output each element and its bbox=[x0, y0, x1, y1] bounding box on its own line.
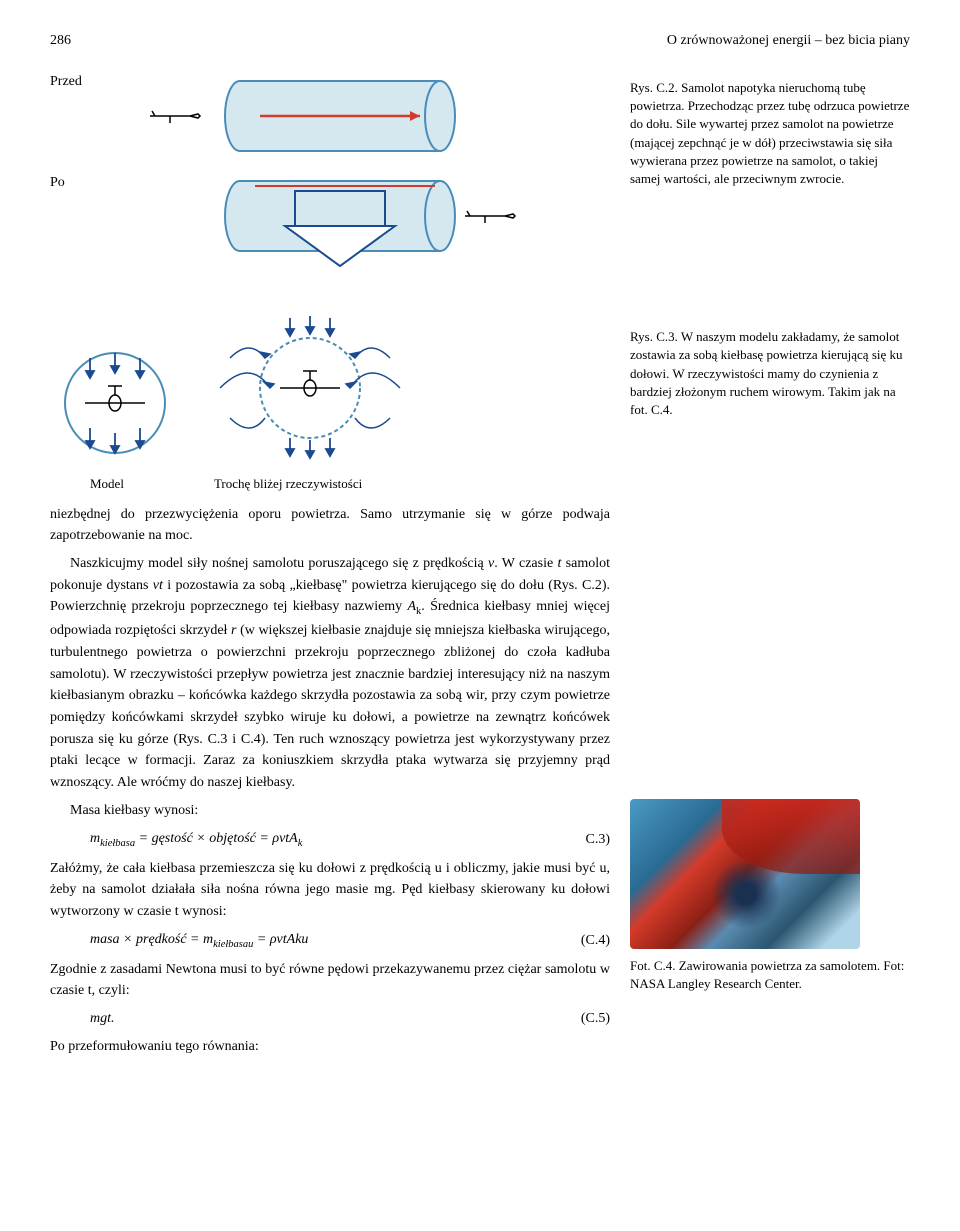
equation-c3: mkiełbasa = gęstość × objętość = ρvtAk C… bbox=[50, 828, 610, 852]
para-3: Masa kiełbasy wynosi: bbox=[50, 800, 610, 822]
figure-c3 bbox=[50, 308, 610, 468]
fig-c3-model-svg bbox=[50, 338, 180, 468]
equation-c4: masa × prędkość = mkiełbasau = ρvtAku (C… bbox=[50, 929, 610, 953]
fig-c2-label-after: Po bbox=[50, 172, 110, 193]
para-1: niezbędnej do przezwyciężenia oporu powi… bbox=[50, 504, 610, 547]
fig-c3-label-reality: Trochę bliżej rzeczywistości bbox=[214, 474, 362, 494]
fig-c4-caption: Fot. C.4. Zawirowania powietrza za samol… bbox=[630, 957, 910, 993]
fig-c3-label-model: Model bbox=[90, 474, 124, 494]
body-text: niezbędnej do przezwyciężenia oporu powi… bbox=[50, 504, 610, 1058]
figure-c2: Przed Po bbox=[50, 71, 610, 288]
para-2: Naszkicujmy model siły nośnej samolotu p… bbox=[50, 553, 610, 794]
fig-c2-svg bbox=[120, 71, 540, 281]
para-5: Zgodnie z zasadami Newtona musi to być r… bbox=[50, 959, 610, 1002]
page-number: 286 bbox=[50, 30, 71, 51]
fig-c3-caption: Rys. C.3. W naszym modelu zakładamy, że … bbox=[630, 328, 910, 419]
equation-c5: mgt. (C.5) bbox=[50, 1008, 610, 1030]
para-4: Załóżmy, że cała kiełbasa przemieszcza s… bbox=[50, 858, 610, 923]
fig-c3-reality-svg bbox=[210, 308, 410, 468]
fig-c2-label-before: Przed bbox=[50, 71, 110, 92]
fig-c2-caption: Rys. C.2. Samolot napotyka nieruchomą tu… bbox=[630, 79, 910, 188]
fig-c4-photo bbox=[630, 799, 860, 949]
running-title: O zrównoważonej energii – bez bicia pian… bbox=[667, 30, 910, 51]
para-6: Po przeformułowaniu tego równania: bbox=[50, 1036, 610, 1058]
